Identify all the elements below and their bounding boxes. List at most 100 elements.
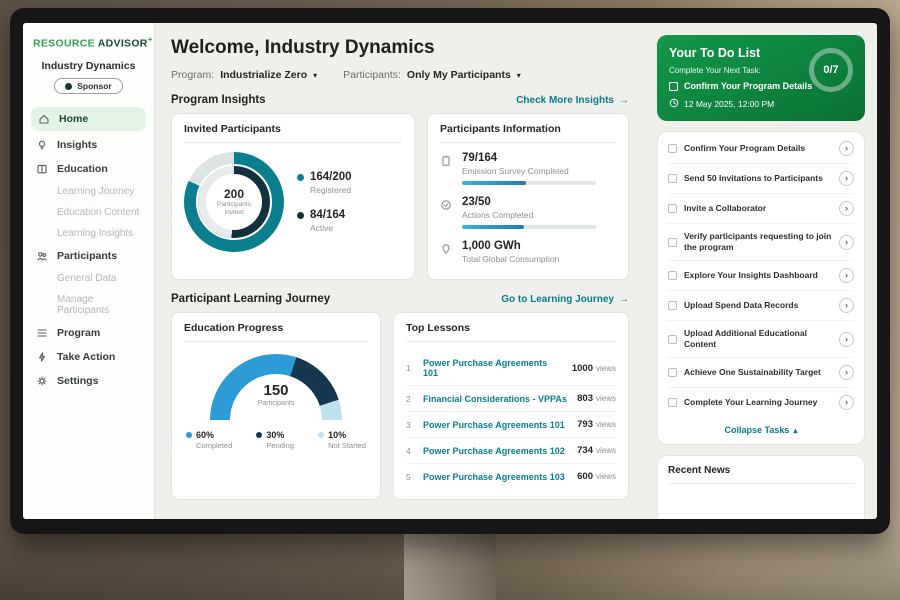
chevron-right-icon[interactable]: › bbox=[839, 268, 854, 284]
task-row-complete-learning-journey[interactable]: Complete Your Learning Journey › bbox=[668, 388, 854, 417]
chevron-down-icon: ▾ bbox=[313, 70, 318, 80]
sidebar-nav: Home Insights Education Learning Journey… bbox=[23, 105, 154, 520]
legend-value: 60% bbox=[196, 430, 215, 440]
card-title: Education Progress bbox=[184, 322, 368, 342]
sidebar-item-education-content[interactable]: Education Content bbox=[57, 206, 140, 218]
checkbox-icon[interactable] bbox=[668, 204, 677, 213]
registered-value: 164/200 bbox=[310, 171, 352, 183]
checkbox-icon[interactable] bbox=[668, 237, 677, 247]
participants-information-card: Participants Information 79/164 Emission… bbox=[427, 113, 629, 280]
program-filter-label: Program: bbox=[171, 69, 215, 81]
lesson-link[interactable]: Power Purchase Agreements 101 bbox=[423, 358, 548, 378]
sidebar-item-manage-participants[interactable]: Manage Participants bbox=[57, 293, 110, 316]
chevron-right-icon[interactable]: › bbox=[839, 395, 854, 411]
sidebar-item-learning-journey[interactable]: Learning Journey bbox=[57, 185, 135, 197]
lesson-link[interactable]: Power Purchase Agreements 101 bbox=[423, 419, 565, 430]
checkbox-icon[interactable] bbox=[668, 301, 677, 311]
filter-bar: Program: Industrialize Zero ▾ Participan… bbox=[171, 69, 629, 81]
task-row-upload-educational-content[interactable]: Upload Additional Educational Content › bbox=[668, 321, 854, 359]
checkbox-icon[interactable] bbox=[668, 368, 677, 378]
sponsor-badge[interactable]: Sponsor bbox=[54, 78, 123, 94]
sidebar-item-home[interactable]: Home bbox=[31, 106, 146, 131]
pin-icon bbox=[440, 240, 453, 269]
checkbox-icon[interactable] bbox=[669, 81, 678, 91]
section-title: Participant Learning Journey bbox=[171, 293, 331, 305]
check-more-insights-link[interactable]: Check More Insights → bbox=[516, 95, 629, 106]
sidebar-item-general-data[interactable]: General Data bbox=[57, 272, 117, 284]
sidebar-item-learning-insights[interactable]: Learning Insights bbox=[57, 227, 134, 239]
checkbox-icon[interactable] bbox=[668, 174, 677, 183]
brand-logo: RESOURCE ADVISOR+ bbox=[23, 33, 154, 58]
checkbox-icon[interactable] bbox=[668, 144, 677, 153]
arrow-right-icon: → bbox=[619, 293, 629, 305]
lesson-views-label: views bbox=[595, 446, 616, 455]
navy-dot-icon bbox=[297, 212, 304, 219]
sidebar-item-participants[interactable]: Participants bbox=[23, 244, 154, 268]
participants-filter[interactable]: Participants: Only My Participants ▾ bbox=[343, 69, 521, 81]
collapse-tasks-link[interactable]: Collapse Tasks ▴ bbox=[668, 417, 854, 440]
lesson-rank: 2 bbox=[406, 393, 411, 404]
chevron-right-icon[interactable]: › bbox=[839, 201, 854, 216]
todo-next-task-label: Confirm Your Program Details bbox=[684, 81, 813, 91]
active-label: Active bbox=[310, 223, 334, 233]
list-icon bbox=[35, 327, 49, 339]
chevron-glyph: › bbox=[845, 397, 848, 408]
task-row-send-invitations[interactable]: Send 50 Invitations to Participants › bbox=[668, 164, 854, 194]
task-row-verify-participants[interactable]: Verify participants requesting to join t… bbox=[668, 224, 854, 262]
top-lessons-card: Top Lessons 1 Power Purchase Agreements … bbox=[393, 312, 629, 500]
org-name: Industry Dynamics bbox=[41, 59, 136, 72]
lesson-row: 1 Power Purchase Agreements 101 1000 view… bbox=[406, 351, 616, 386]
collapse-label: Collapse Tasks bbox=[724, 425, 790, 436]
sponsor-icon bbox=[65, 82, 73, 90]
sidebar-item-settings[interactable]: Settings bbox=[23, 369, 154, 393]
sidebar-item-label: Participants bbox=[57, 249, 118, 262]
stat-value: 1,000 GWh bbox=[462, 240, 521, 252]
legend-label: Pending bbox=[266, 441, 294, 450]
lesson-row: 4 Power Purchase Agreements 102 734 views bbox=[406, 438, 616, 464]
stat-emission-survey: 79/164 Emission Survey Completed bbox=[440, 152, 616, 185]
program-filter[interactable]: Program: Industrialize Zero ▾ bbox=[171, 69, 317, 81]
task-row-invite-collaborator[interactable]: Invite a Collaborator › bbox=[668, 194, 854, 224]
gear-icon bbox=[35, 375, 49, 387]
checkbox-icon[interactable] bbox=[668, 398, 677, 408]
lesson-link[interactable]: Power Purchase Agreements 103 bbox=[423, 471, 565, 482]
chevron-right-icon[interactable]: › bbox=[839, 298, 854, 314]
donut-legend: 164/200 Registered 84/164 Active bbox=[297, 171, 352, 233]
todo-due: 12 May 2025, 12:00 PM bbox=[669, 98, 853, 110]
sidebar-item-label: Education bbox=[57, 162, 108, 175]
main-content: Welcome, Industry Dynamics Program: Indu… bbox=[155, 23, 645, 519]
sidebar-item-take-action[interactable]: Take Action bbox=[23, 345, 154, 369]
donut-center: 200 Participants Invited bbox=[206, 174, 262, 230]
stat-label: Actions Completed bbox=[462, 210, 534, 220]
todo-next-task[interactable]: Confirm Your Program Details bbox=[669, 81, 853, 91]
go-to-learning-journey-link[interactable]: Go to Learning Journey → bbox=[501, 294, 629, 305]
checkbox-icon[interactable] bbox=[668, 334, 677, 344]
brand-resource: RESOURCE bbox=[33, 37, 95, 50]
sidebar-item-education[interactable]: Education bbox=[23, 157, 154, 181]
todo-progress-value: 0/7 bbox=[823, 64, 839, 76]
chevron-right-icon[interactable]: › bbox=[839, 171, 854, 186]
link-label: Go to Learning Journey bbox=[501, 293, 614, 305]
task-label: Achieve One Sustainability Target bbox=[684, 367, 821, 378]
card-title: Participants Information bbox=[440, 123, 616, 143]
chevron-right-icon[interactable]: › bbox=[839, 365, 854, 381]
task-row-explore-insights[interactable]: Explore Your Insights Dashboard › bbox=[668, 261, 854, 292]
lesson-link[interactable]: Power Purchase Agreements 102 bbox=[423, 445, 565, 456]
chevron-right-icon[interactable]: › bbox=[839, 141, 854, 156]
lesson-link[interactable]: Financial Considerations - VPPAs bbox=[423, 393, 567, 404]
checkbox-icon[interactable] bbox=[668, 271, 677, 281]
clipboard-icon bbox=[440, 152, 453, 185]
chevron-right-icon[interactable]: › bbox=[839, 331, 854, 347]
lesson-views-label: views bbox=[595, 363, 616, 373]
lesson-row: 5 Power Purchase Agreements 103 600 views bbox=[406, 464, 616, 489]
page-title: Welcome, Industry Dynamics bbox=[171, 37, 435, 58]
sidebar-item-insights[interactable]: Insights bbox=[23, 133, 154, 157]
sidebar-item-program[interactable]: Program bbox=[23, 321, 154, 345]
lesson-views: 600 bbox=[577, 471, 593, 482]
chevron-right-icon[interactable]: › bbox=[839, 234, 854, 250]
task-row-achieve-target[interactable]: Achieve One Sustainability Target › bbox=[668, 358, 854, 389]
lesson-views-label: views bbox=[595, 472, 616, 481]
task-row-confirm-program[interactable]: Confirm Your Program Details › bbox=[668, 134, 854, 164]
task-row-upload-spend-data[interactable]: Upload Spend Data Records › bbox=[668, 291, 854, 322]
invited-participants-donut-chart: 200 Participants Invited bbox=[184, 152, 284, 252]
